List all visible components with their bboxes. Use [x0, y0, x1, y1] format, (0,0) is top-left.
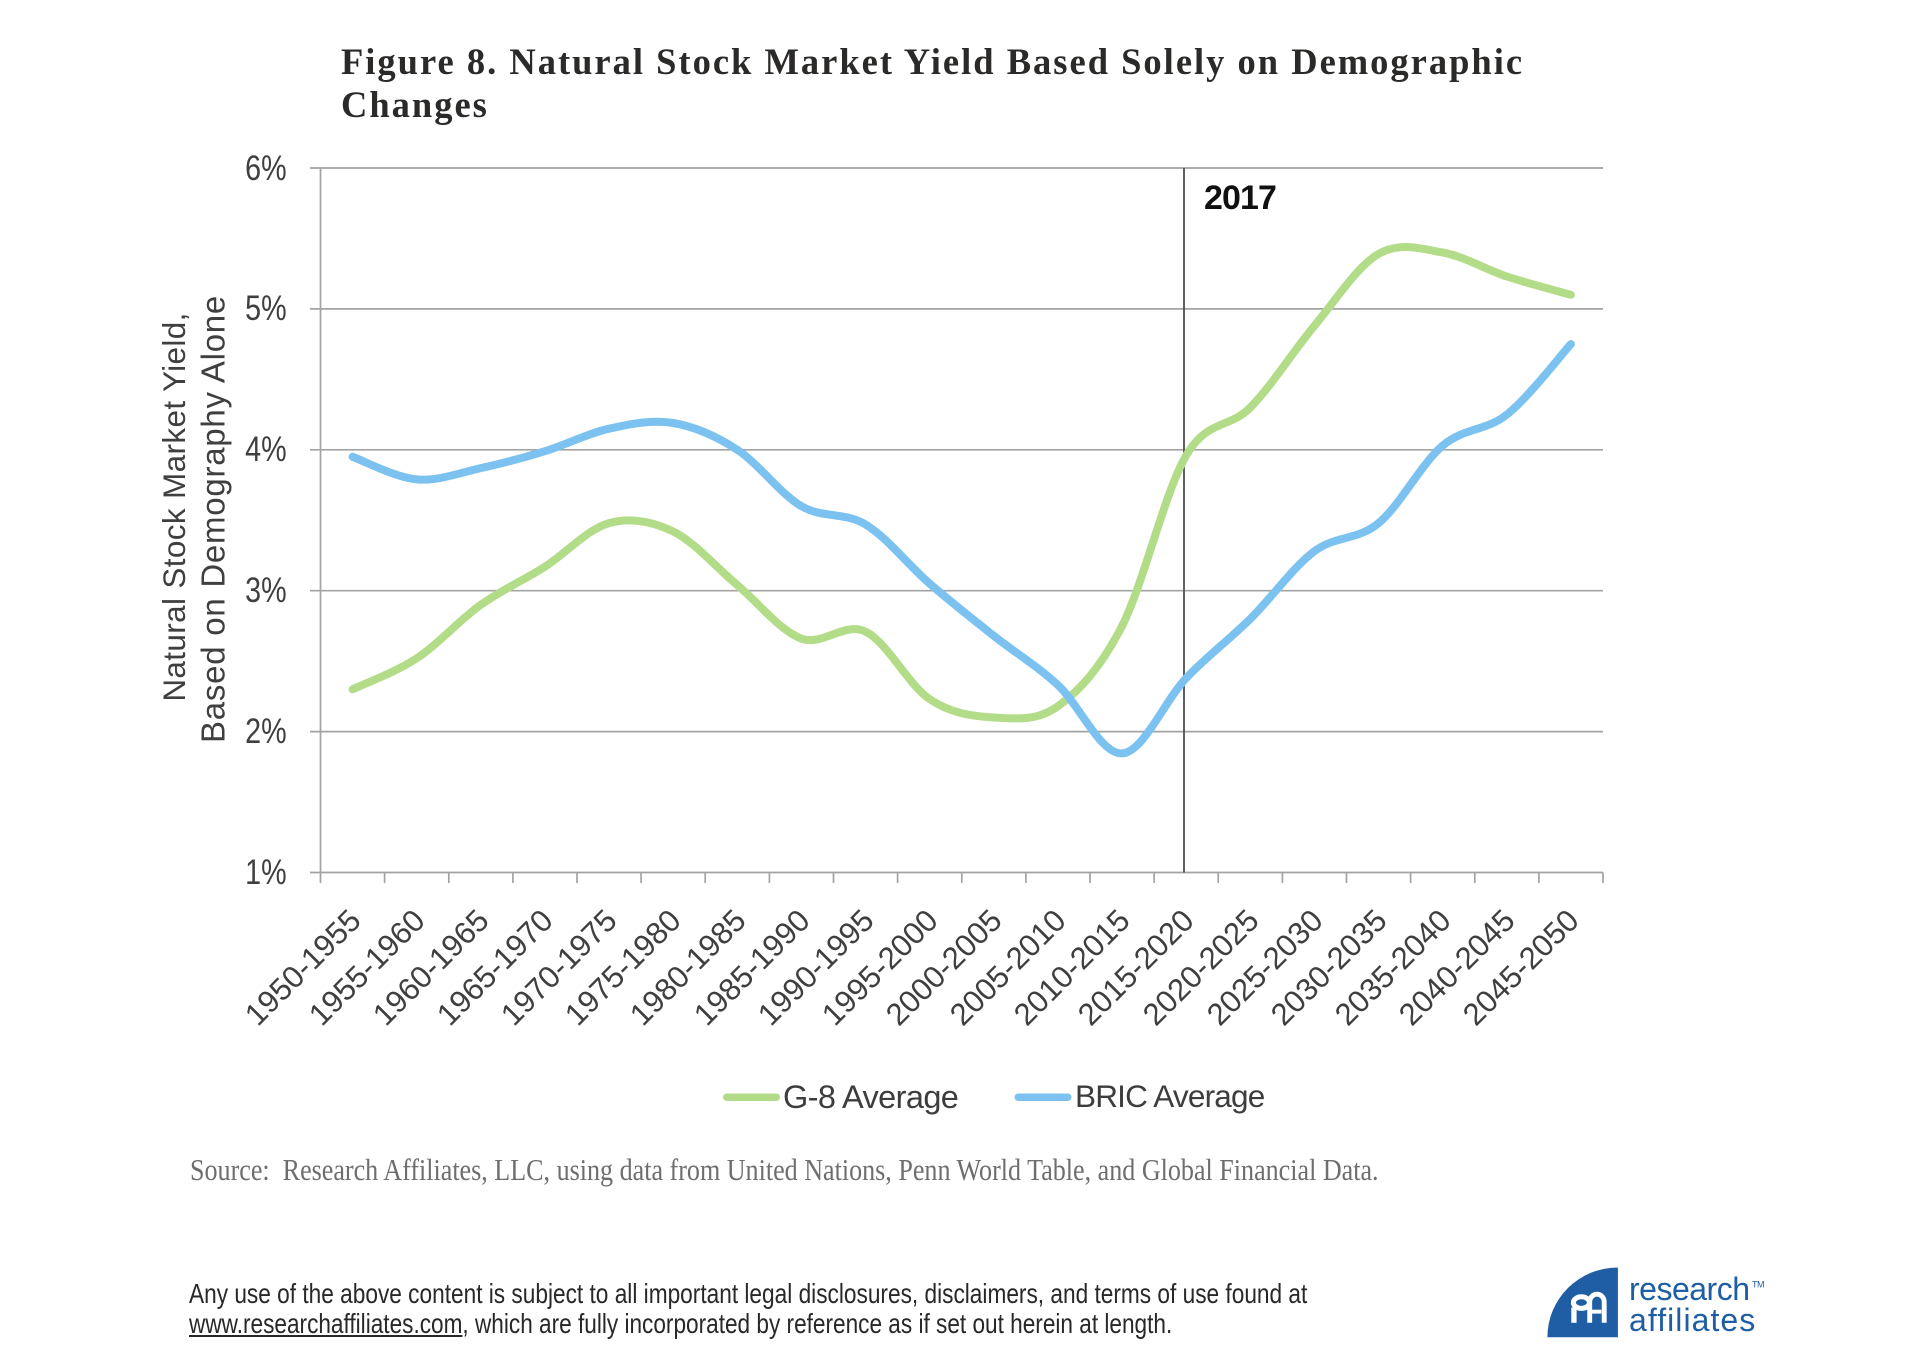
svg-text:TM: TM [1752, 1280, 1764, 1290]
